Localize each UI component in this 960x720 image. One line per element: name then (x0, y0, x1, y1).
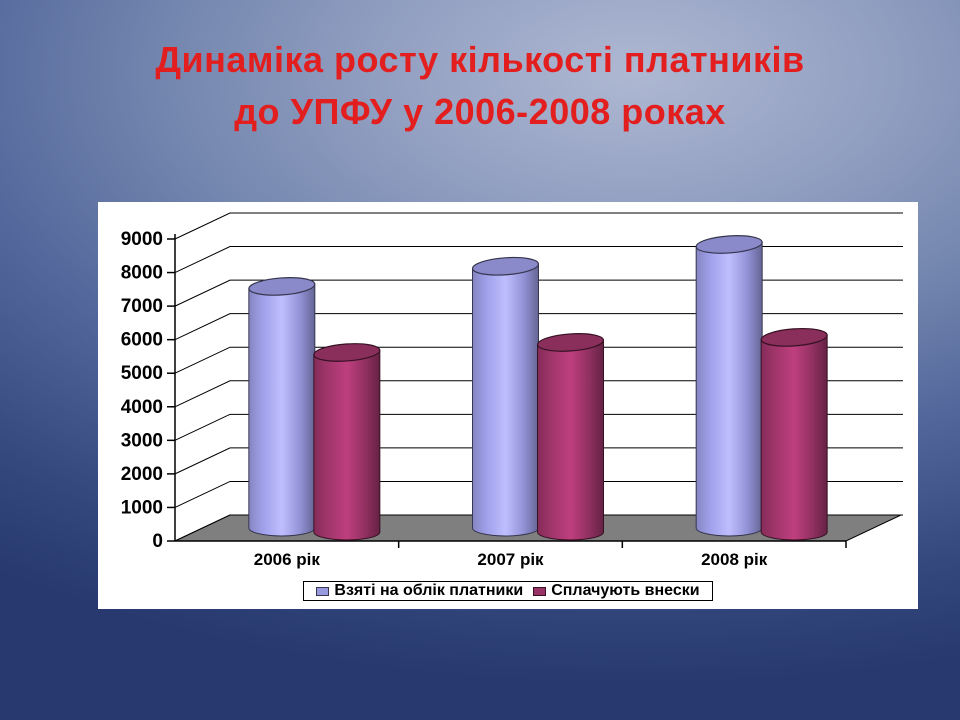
legend-item: Сплачують внески (533, 582, 700, 600)
legend-item: Взяті на облік платники (316, 582, 523, 600)
y-tick-label: 2000 (121, 464, 163, 485)
y-tick-label: 7000 (121, 296, 163, 317)
gridline (174, 447, 903, 475)
gridline (174, 313, 903, 341)
category-label: 2007 рік (477, 550, 544, 569)
title-line-1: Динаміка росту кількості платників (155, 39, 805, 80)
chart-legend: Взяті на облік платники Сплачують внески (303, 581, 713, 601)
gridline (174, 346, 903, 374)
cylinder-bar-body (537, 339, 604, 541)
cylinder-bar-body (695, 241, 763, 537)
gridline (174, 279, 903, 307)
y-tick-label: 0 (152, 531, 163, 552)
cylinder-bar-top (536, 333, 605, 352)
cylinder-bar-top (760, 327, 828, 347)
y-tick-label: 4000 (121, 397, 163, 418)
legend-marker-icon (316, 586, 330, 596)
chart-svg: 0 1000 2000 3000 4000 5000 6000 7000 8000 9000 200… (121, 212, 903, 569)
gridline (174, 212, 903, 240)
gridline (174, 480, 903, 508)
chart-panel: 0 1000 2000 3000 4000 5000 6000 7000 8000 9000 200… (98, 202, 918, 609)
title-line-2: до УПФУ у 2006-2008 роках (234, 91, 726, 133)
category-label: 2008 рік (701, 550, 768, 569)
legend-label: Сплачують внески (551, 582, 700, 599)
page-title: Динаміка росту кількості платників до УП… (0, 34, 960, 138)
cylinder-bar-body (472, 263, 539, 537)
gridline (174, 380, 903, 408)
legend-marker-icon (533, 586, 547, 596)
y-tick-label: 8000 (121, 263, 163, 284)
cylinder-bar-top (471, 256, 540, 276)
y-tick-label: 6000 (121, 330, 163, 351)
cylinder-bar-top (248, 277, 316, 296)
y-tick-label: 5000 (121, 363, 163, 384)
category-label: 2006 рік (254, 550, 321, 569)
cylinder-bar-body (760, 334, 828, 541)
cylinder-bar-top (695, 235, 763, 254)
y-tick-label: 3000 (121, 430, 163, 451)
gridline (174, 246, 903, 274)
y-tick-label: 9000 (121, 229, 163, 250)
cylinder-bar-body (248, 283, 316, 537)
y-tick-label: 1000 (121, 497, 163, 518)
legend-label: Взяті на облік платники (334, 582, 524, 599)
cylinder-bar-top (313, 343, 381, 362)
gridline (174, 413, 903, 441)
cylinder-bar-body (313, 349, 381, 541)
